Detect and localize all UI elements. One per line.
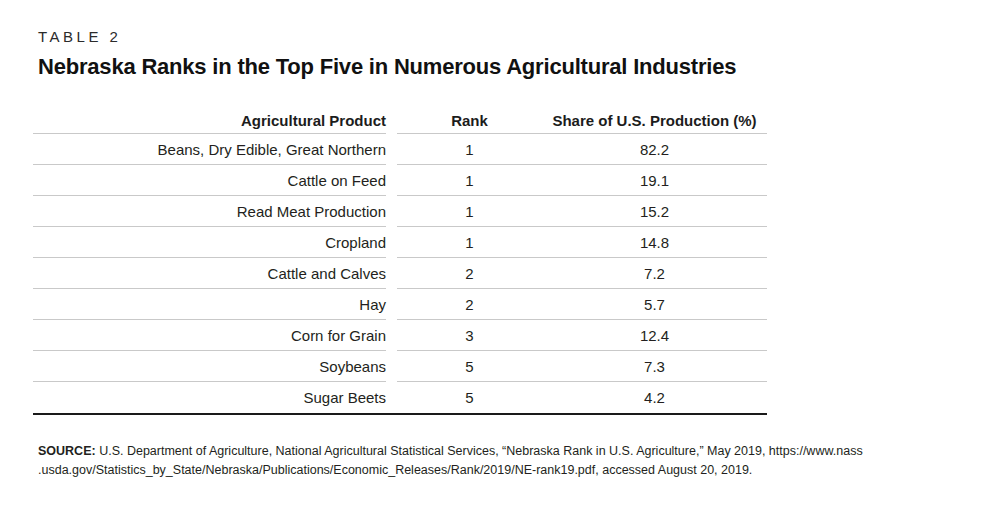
cell-product: Cropland xyxy=(33,227,386,258)
cell-share: 14.8 xyxy=(542,227,767,258)
cell-product: Hay xyxy=(33,289,386,320)
cell-rank: 2 xyxy=(397,289,542,320)
cell-share: 82.2 xyxy=(542,134,767,165)
table-bottom-rule xyxy=(33,413,767,415)
table-row: Hay 2 5.7 xyxy=(33,289,767,320)
source-note: SOURCE: U.S. Department of Agriculture, … xyxy=(38,442,964,480)
cell-product: Soybeans xyxy=(33,351,386,382)
cell-rank: 5 xyxy=(397,351,542,382)
table-header-row: Agricultural Product Rank Share of U.S. … xyxy=(33,108,767,134)
cell-share: 19.1 xyxy=(542,165,767,196)
table-body: Beans, Dry Edible, Great Northern 1 82.2… xyxy=(33,134,767,413)
cell-share: 12.4 xyxy=(542,320,767,351)
cell-rank: 1 xyxy=(397,165,542,196)
cell-share: 15.2 xyxy=(542,196,767,227)
column-gap xyxy=(386,289,397,320)
column-gap xyxy=(386,227,397,258)
cell-rank: 5 xyxy=(397,382,542,413)
source-label: SOURCE: xyxy=(38,444,96,458)
column-gap xyxy=(386,258,397,289)
table-row: Cattle and Calves 2 7.2 xyxy=(33,258,767,289)
column-header-share: Share of U.S. Production (%) xyxy=(542,108,767,134)
column-header-product: Agricultural Product xyxy=(33,108,386,134)
cell-rank: 3 xyxy=(397,320,542,351)
table-row: Sugar Beets 5 4.2 xyxy=(33,382,767,413)
column-gap xyxy=(386,108,397,134)
source-text-line2: .usda.gov/Statistics_by_State/Nebraska/P… xyxy=(38,463,752,477)
cell-product: Corn for Grain xyxy=(33,320,386,351)
data-table: Agricultural Product Rank Share of U.S. … xyxy=(33,108,767,415)
column-gap xyxy=(386,382,397,413)
table-row: Cropland 1 14.8 xyxy=(33,227,767,258)
column-gap xyxy=(386,320,397,351)
table-eyebrow: TABLE 2 xyxy=(38,28,962,45)
table-row: Corn for Grain 3 12.4 xyxy=(33,320,767,351)
cell-product: Cattle and Calves xyxy=(33,258,386,289)
page-title: Nebraska Ranks in the Top Five in Numero… xyxy=(38,54,962,80)
column-gap xyxy=(386,351,397,382)
cell-product: Cattle on Feed xyxy=(33,165,386,196)
column-gap xyxy=(386,196,397,227)
column-header-rank: Rank xyxy=(397,108,542,134)
cell-rank: 2 xyxy=(397,258,542,289)
cell-rank: 1 xyxy=(397,134,542,165)
cell-share: 4.2 xyxy=(542,382,767,413)
table-row: Beans, Dry Edible, Great Northern 1 82.2 xyxy=(33,134,767,165)
cell-product: Beans, Dry Edible, Great Northern xyxy=(33,134,386,165)
table-row: Cattle on Feed 1 19.1 xyxy=(33,165,767,196)
table-row: Read Meat Production 1 15.2 xyxy=(33,196,767,227)
cell-share: 5.7 xyxy=(542,289,767,320)
cell-share: 7.3 xyxy=(542,351,767,382)
table-row: Soybeans 5 7.3 xyxy=(33,351,767,382)
cell-rank: 1 xyxy=(397,227,542,258)
cell-rank: 1 xyxy=(397,196,542,227)
cell-share: 7.2 xyxy=(542,258,767,289)
cell-product: Sugar Beets xyxy=(33,382,386,413)
cell-product: Read Meat Production xyxy=(33,196,386,227)
source-text-line1: U.S. Department of Agriculture, National… xyxy=(96,444,863,458)
column-gap xyxy=(386,134,397,165)
page: TABLE 2 Nebraska Ranks in the Top Five i… xyxy=(0,0,1000,480)
column-gap xyxy=(386,165,397,196)
